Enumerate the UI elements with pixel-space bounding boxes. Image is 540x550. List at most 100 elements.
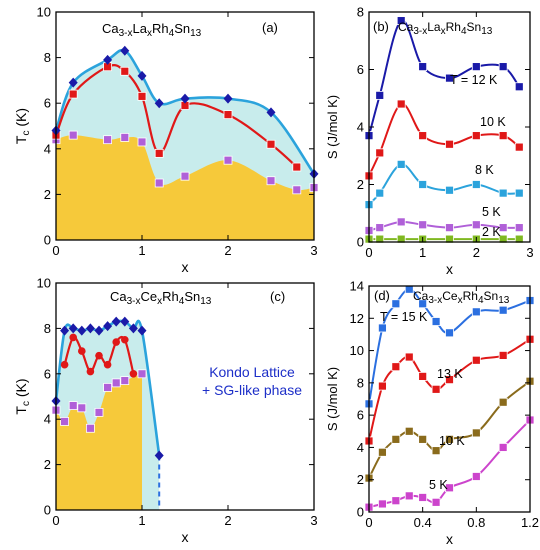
x-tick-label: 0.4	[414, 515, 432, 530]
x-tick-label: 3	[526, 245, 533, 260]
y-tick-label: 8	[357, 5, 364, 20]
x-tick-label: 2	[224, 513, 231, 528]
data-point	[128, 323, 138, 334]
panel-title-part: Rh	[446, 20, 461, 34]
panel-title-part: Ce	[442, 289, 458, 303]
panel-title-part: 13	[190, 28, 202, 39]
panel-title: Ca3-xLaxRh4Sn13	[102, 21, 202, 39]
data-point	[60, 417, 69, 426]
panel-title-part: 13	[200, 296, 212, 307]
y-tick-label: 10	[350, 343, 364, 358]
data-point	[154, 98, 164, 109]
y-tick-label: 8	[44, 50, 51, 65]
data-point	[498, 188, 508, 198]
data-point	[378, 323, 387, 333]
data-point	[471, 472, 481, 481]
panel-title-part: 4	[461, 26, 467, 37]
series-line-mid	[54, 64, 298, 168]
panel-title-part: Ce	[141, 289, 158, 304]
series-line	[368, 380, 531, 479]
data-point	[137, 369, 147, 379]
y-tick-label: 2	[357, 177, 364, 192]
y-tick-label: 0	[44, 233, 51, 248]
data-point	[223, 110, 233, 119]
plot-frame	[368, 11, 531, 243]
data-point	[498, 223, 508, 233]
data-point	[396, 159, 406, 169]
y-tick-label: 6	[44, 96, 51, 111]
x-tick-label: 0	[52, 243, 59, 258]
x-tick-label: 0.8	[467, 515, 485, 530]
panel-title-part: Rh	[463, 289, 478, 303]
panel-title-part: x	[147, 28, 152, 39]
x-tick-label: 3	[310, 243, 317, 258]
y-tick-label: 14	[350, 279, 364, 294]
data-point	[68, 77, 78, 88]
data-point	[120, 132, 130, 142]
series-line	[368, 288, 531, 405]
data-point	[514, 223, 524, 233]
y-tick-label: 8	[44, 321, 51, 336]
data-point	[471, 307, 481, 317]
y-tick-label: 2	[44, 457, 51, 472]
data-point	[154, 148, 164, 158]
series-label: 2 K	[482, 225, 501, 239]
y-axis-label: S (J/mol K)	[325, 367, 340, 431]
data-point	[498, 305, 508, 315]
y-axis-label-part: (K)	[13, 108, 29, 131]
data-point	[404, 352, 414, 362]
data-point	[103, 321, 113, 332]
data-point	[418, 180, 428, 189]
data-point	[418, 371, 428, 381]
panel-title-part: Ca	[110, 289, 127, 304]
panel-title: Ca3-xCexRh4Sn13	[413, 289, 510, 306]
data-point	[396, 16, 406, 26]
data-point	[418, 434, 428, 444]
y-axis-label: S (J/mol K)	[325, 95, 340, 159]
data-point	[154, 178, 164, 188]
data-point	[120, 316, 130, 327]
data-point	[471, 355, 481, 365]
data-point	[514, 234, 524, 244]
data-point	[68, 323, 78, 334]
data-point	[514, 82, 524, 92]
panel-title-part: 3-x	[428, 295, 442, 306]
panel-title-part: 4	[179, 296, 185, 307]
data-point	[498, 131, 508, 141]
data-point	[111, 316, 121, 327]
data-point	[137, 325, 147, 336]
data-point	[103, 383, 112, 392]
data-point	[498, 351, 508, 360]
data-point	[120, 45, 130, 56]
data-point	[471, 62, 481, 72]
panel-label: (d)	[374, 288, 390, 303]
panel-title-part: Sn	[484, 289, 499, 303]
panel-title-part: La	[427, 20, 441, 34]
panel-label: (b)	[373, 19, 389, 34]
data-point	[120, 66, 130, 76]
data-point	[418, 299, 428, 309]
y-tick-label: 10	[37, 276, 51, 291]
y-axis-label-part: T	[13, 406, 29, 415]
y-tick-label: 6	[44, 366, 51, 381]
panel-title-part: Rh	[152, 21, 169, 36]
data-point	[431, 317, 441, 326]
y-tick-label: 0	[357, 235, 364, 250]
panel-title-part: Rh	[162, 289, 179, 304]
data-point	[60, 360, 69, 369]
data-point	[404, 491, 414, 501]
data-point	[266, 107, 276, 118]
data-point	[431, 384, 441, 394]
panel-title-part: 4	[478, 295, 484, 306]
data-point	[375, 188, 385, 198]
data-point	[445, 483, 454, 493]
data-point	[103, 135, 112, 145]
data-point	[391, 362, 401, 372]
data-point	[86, 367, 95, 376]
x-tick-label: 1.2	[521, 515, 539, 530]
panel-title-part: x	[458, 295, 463, 306]
series-label: T = 15 K	[380, 310, 428, 324]
data-point	[431, 497, 441, 507]
